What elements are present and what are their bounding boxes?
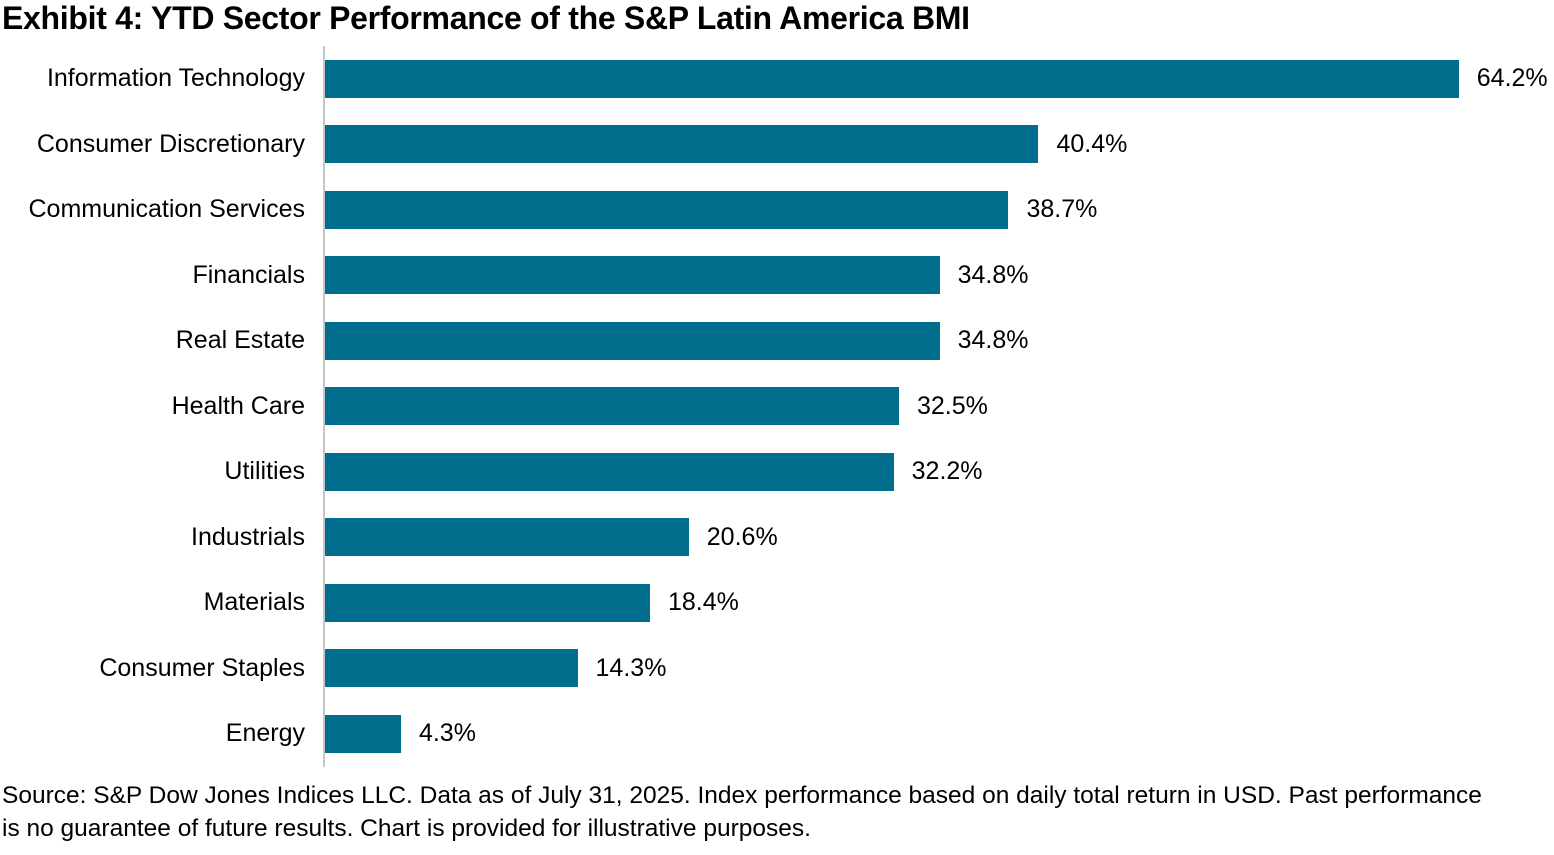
bar xyxy=(325,714,401,753)
category-label: Utilities xyxy=(224,457,305,486)
category-label: Consumer Staples xyxy=(99,653,305,682)
bar xyxy=(325,256,940,295)
bar xyxy=(325,125,1039,164)
category-label: Health Care xyxy=(171,391,305,420)
chart-row: Communication Services 38.7% xyxy=(0,177,1554,243)
value-label: 38.7% xyxy=(1026,195,1098,224)
plot-area: 20.6% xyxy=(323,504,1554,570)
value-label: 4.3% xyxy=(418,719,476,748)
chart-row: Industrials 20.6% xyxy=(0,504,1554,570)
source-note: Source: S&P Dow Jones Indices LLC. Data … xyxy=(2,782,1482,842)
bar-chart: Information Technology 64.2% Consumer Disc… xyxy=(0,46,1554,767)
plot-area: 4.3% xyxy=(323,701,1554,767)
chart-row: Energy 4.3% xyxy=(0,701,1554,767)
chart-row: Consumer Staples 14.3% xyxy=(0,635,1554,701)
value-label: 14.3% xyxy=(595,653,667,682)
bar xyxy=(325,387,899,426)
value-label: 32.5% xyxy=(916,391,988,420)
plot-area: 18.4% xyxy=(323,570,1554,636)
value-label: 40.4% xyxy=(1056,129,1128,158)
category-label: Industrials xyxy=(191,522,305,551)
category-label: Materials xyxy=(203,588,305,617)
value-label: 18.4% xyxy=(667,588,739,617)
bar xyxy=(325,649,578,688)
category-label: Information Technology xyxy=(46,64,305,93)
plot-area: 32.5% xyxy=(323,373,1554,439)
chart-row: Information Technology 64.2% xyxy=(0,46,1554,112)
plot-area: 34.8% xyxy=(323,242,1554,308)
category-label: Energy xyxy=(225,719,305,748)
chart-row: Utilities 32.2% xyxy=(0,439,1554,505)
chart-row: Materials 18.4% xyxy=(0,570,1554,636)
bar xyxy=(325,518,689,557)
value-label: 32.2% xyxy=(911,457,983,486)
chart-row: Financials 34.8% xyxy=(0,242,1554,308)
bar xyxy=(325,583,650,622)
plot-area: 34.8% xyxy=(323,308,1554,374)
chart-row: Health Care 32.5% xyxy=(0,373,1554,439)
value-label: 20.6% xyxy=(706,522,778,551)
plot-area: 64.2% xyxy=(323,46,1554,112)
plot-area: 40.4% xyxy=(323,111,1554,177)
chart-title: Exhibit 4: YTD Sector Performance of the… xyxy=(2,0,970,36)
value-label: 34.8% xyxy=(957,260,1029,289)
plot-area: 14.3% xyxy=(323,635,1554,701)
plot-area: 38.7% xyxy=(323,177,1554,243)
category-label: Financials xyxy=(192,260,305,289)
bar xyxy=(325,59,1459,98)
plot-area: 32.2% xyxy=(323,439,1554,505)
chart-row: Real Estate 34.8% xyxy=(0,308,1554,374)
category-label: Consumer Discretionary xyxy=(36,129,305,158)
bar xyxy=(325,452,894,491)
category-label: Real Estate xyxy=(175,326,305,355)
category-label: Communication Services xyxy=(28,195,306,224)
bar xyxy=(325,321,940,360)
chart-row: Consumer Discretionary 40.4% xyxy=(0,111,1554,177)
value-label: 64.2% xyxy=(1476,64,1548,93)
bar xyxy=(325,190,1009,229)
value-label: 34.8% xyxy=(957,326,1029,355)
